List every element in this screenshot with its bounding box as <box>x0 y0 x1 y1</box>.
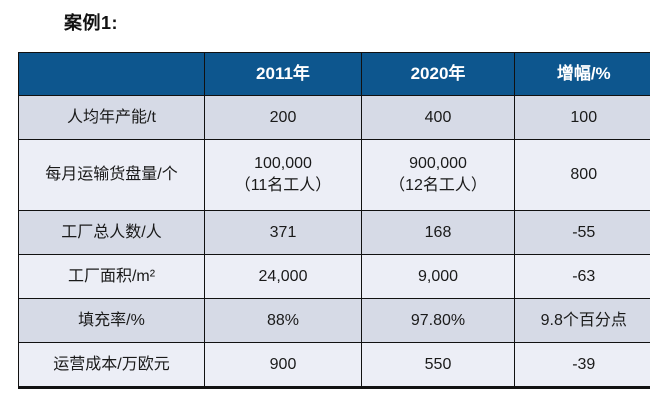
cell-2011: 100,000 （11名工人） <box>204 139 362 211</box>
table-row: 填充率/% 88% 97.80% 9.8个百分点 <box>18 298 650 343</box>
cell-2020: 9,000 <box>361 254 515 299</box>
cell-2011: 371 <box>204 210 362 255</box>
cell-2011: 200 <box>204 95 362 140</box>
table-header: 2011年 2020年 增幅/% <box>18 52 650 96</box>
cell-2011: 24,000 <box>204 254 362 299</box>
table-row: 运营成本/万欧元 900 550 -39 <box>18 342 650 388</box>
header-2020: 2020年 <box>361 52 515 96</box>
header-empty <box>18 52 205 96</box>
row-label: 人均年产能/t <box>18 95 205 140</box>
cell-change: -55 <box>514 210 650 255</box>
row-label: 工厂总人数/人 <box>18 210 205 255</box>
table-row: 人均年产能/t 200 400 100 <box>18 95 650 140</box>
header-change: 增幅/% <box>514 52 650 96</box>
cell-change: -63 <box>514 254 650 299</box>
cell-change: 100 <box>514 95 650 140</box>
row-label: 每月运输货盘量/个 <box>18 139 205 211</box>
header-2011: 2011年 <box>204 52 362 96</box>
row-label: 填充率/% <box>18 298 205 343</box>
page-title: 案例1: <box>64 13 119 33</box>
table-row: 每月运输货盘量/个 100,000 （11名工人） 900,000 （12名工人… <box>18 139 650 211</box>
table-row: 工厂总人数/人 371 168 -55 <box>18 210 650 255</box>
cell-2020: 900,000 （12名工人） <box>361 139 515 211</box>
cell-change: -39 <box>514 342 650 388</box>
cell-change: 800 <box>514 139 650 211</box>
table-body: 人均年产能/t 200 400 100 每月运输货盘量/个 100,000 （1… <box>18 95 650 388</box>
cell-2020: 97.80% <box>361 298 515 343</box>
cell-change: 9.8个百分点 <box>514 298 650 343</box>
cell-2011: 900 <box>204 342 362 388</box>
cell-2020: 168 <box>361 210 515 255</box>
row-label: 运营成本/万欧元 <box>18 342 205 388</box>
comparison-table: 2011年 2020年 增幅/% 人均年产能/t 200 400 100 每月运… <box>18 52 650 389</box>
header-row: 2011年 2020年 增幅/% <box>18 52 650 96</box>
row-label: 工厂面积/m² <box>18 254 205 299</box>
cell-2020: 550 <box>361 342 515 388</box>
cell-2011: 88% <box>204 298 362 343</box>
table-row: 工厂面积/m² 24,000 9,000 -63 <box>18 254 650 299</box>
cell-2020: 400 <box>361 95 515 140</box>
